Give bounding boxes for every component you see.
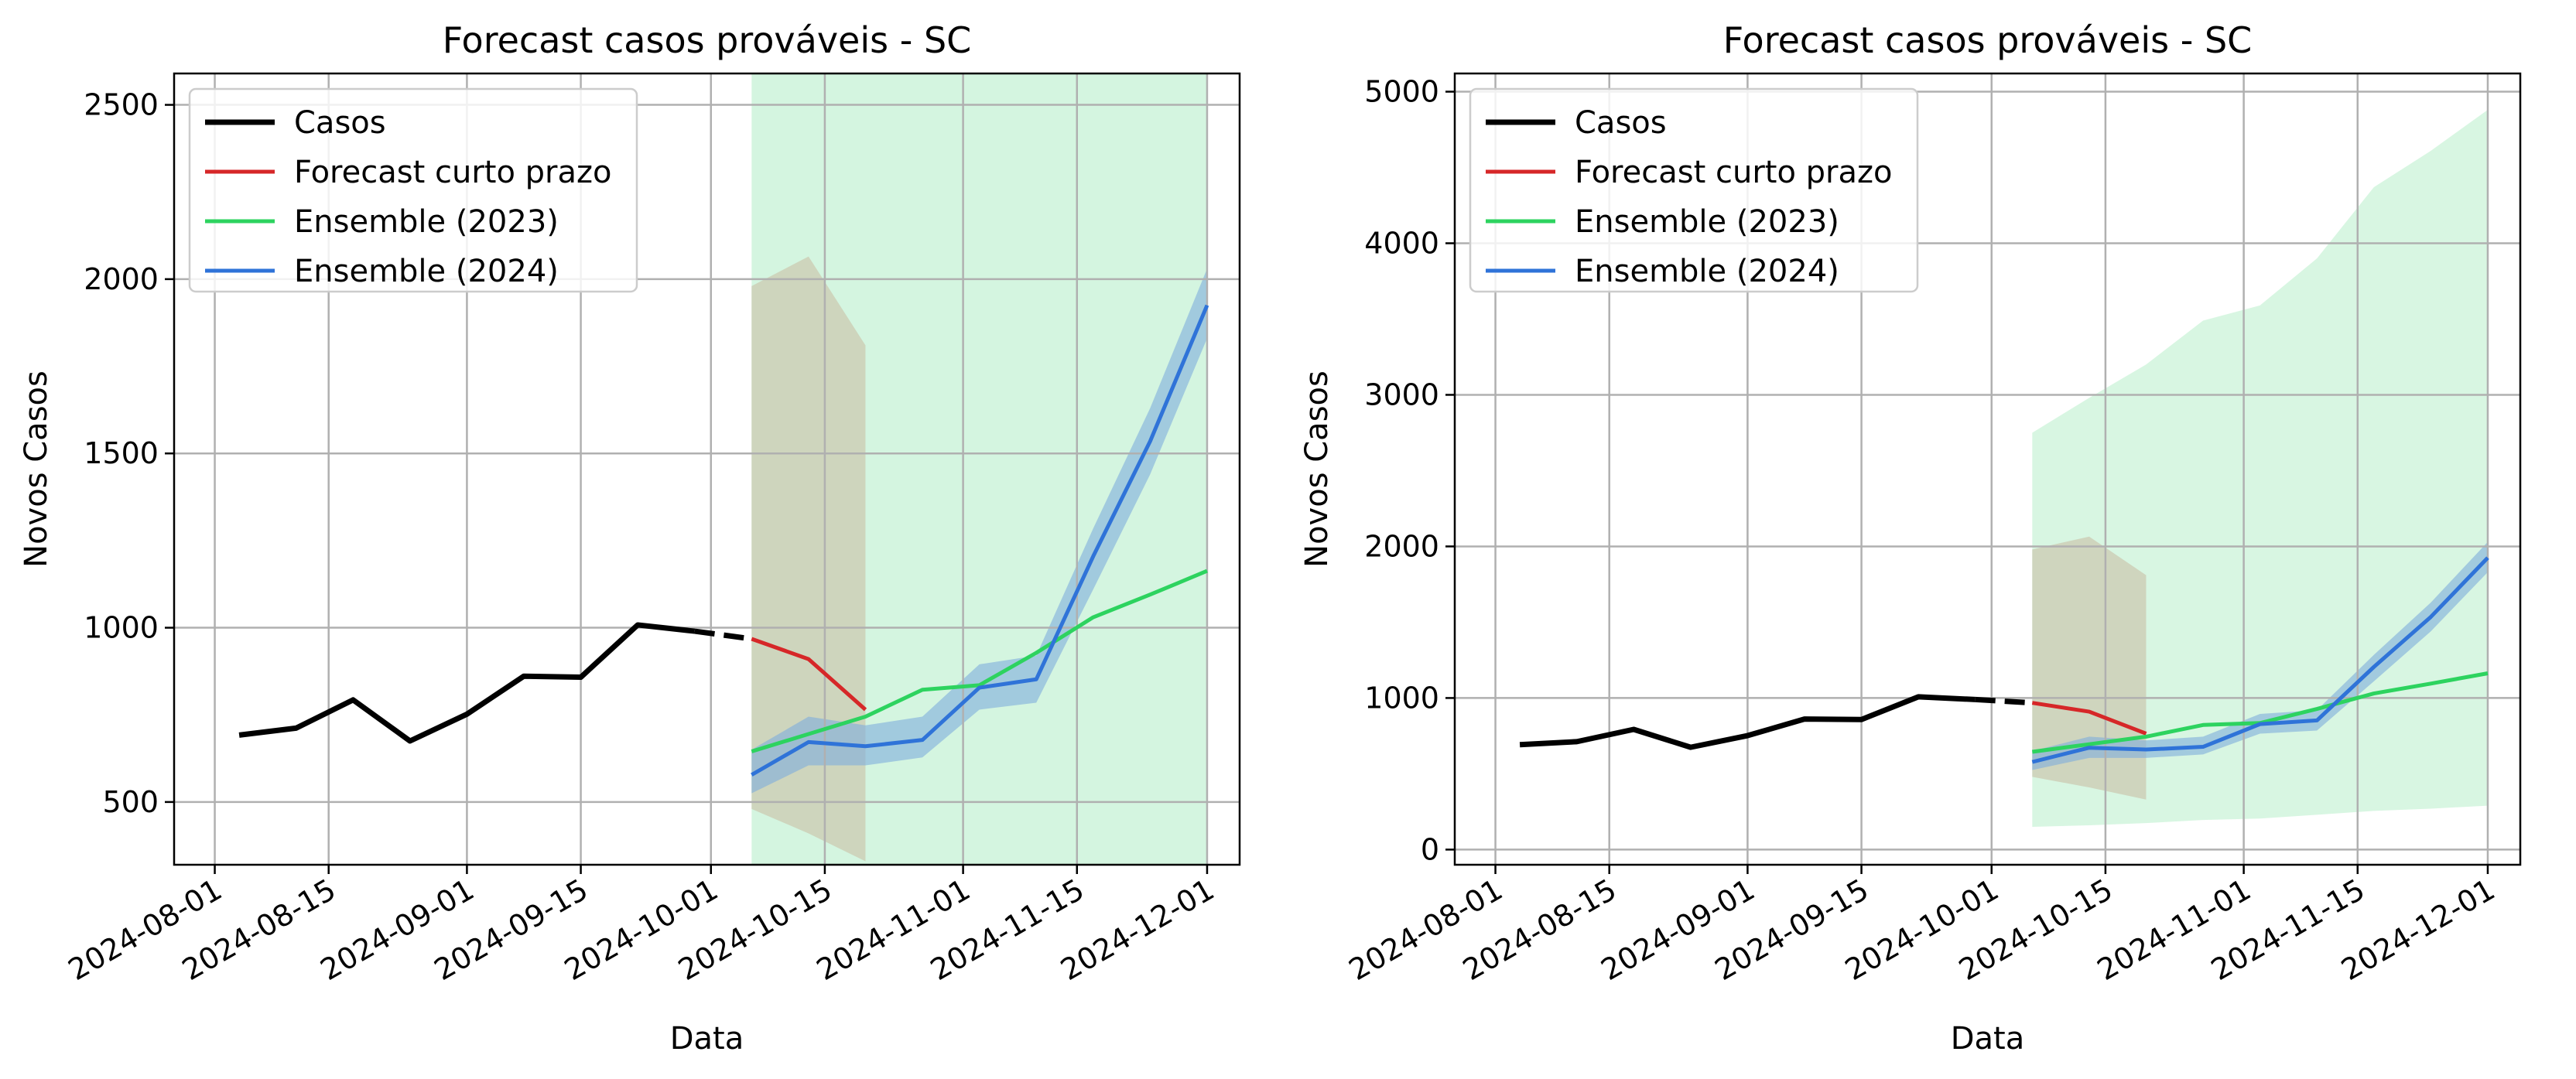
x-axis-label: Data — [670, 1021, 744, 1057]
x-axis-label: Data — [1951, 1021, 2025, 1057]
legend-label: Casos — [294, 105, 386, 141]
series-line-casos — [1519, 694, 1976, 750]
legend-label: Casos — [1575, 105, 1667, 141]
y-tick-label: 0 — [1421, 832, 1439, 866]
series-line-forecast-curto-prazo — [2031, 701, 2147, 736]
band-forecast-curto-prazo — [2032, 536, 2147, 800]
legend: Casos Forecast curto prazo Ensemble (2023)… — [188, 87, 638, 293]
series-line-casos — [238, 622, 696, 744]
legend-label: Forecast curto prazo — [1575, 155, 1892, 190]
series-line-casos-dashed — [694, 628, 752, 642]
plot-area — [174, 73, 1240, 865]
y-tick-label: 3000 — [1364, 377, 1439, 411]
legend-label: Ensemble (2023) — [294, 204, 559, 240]
series-line-ensemble-2024- — [751, 304, 1209, 777]
y-tick-label: 500 — [102, 785, 159, 819]
legend-label: Ensemble (2023) — [1575, 204, 1839, 240]
axes-frame — [173, 72, 1241, 866]
y-axis-label: Novos Casos — [19, 370, 54, 568]
y-tick-label: 2000 — [1364, 529, 1439, 563]
chart-panel-1: 50010001500200025002024-08-012024-08-152… — [19, 19, 1241, 1057]
plot-area — [1455, 73, 2520, 865]
legend-box — [188, 87, 638, 293]
y-tick-label: 5000 — [1364, 75, 1439, 109]
y-tick-label: 1000 — [84, 611, 159, 645]
y-tick-label: 2500 — [84, 88, 159, 122]
legend-box — [1469, 87, 1919, 293]
series-line-ensemble-2024- — [2031, 556, 2489, 764]
chart-title: Forecast casos prováveis - SC — [1723, 19, 2253, 61]
y-tick-label: 4000 — [1364, 226, 1439, 260]
series-line-casos-dashed — [1975, 696, 2033, 706]
legend: Casos Forecast curto prazo Ensemble (2023)… — [1469, 87, 1919, 293]
legend-label: Ensemble (2024) — [1575, 254, 1839, 289]
chart-panel-2: 0100020003000400050002024-08-012024-08-1… — [1299, 19, 2522, 1057]
legend-label: Ensemble (2024) — [294, 254, 559, 289]
band-forecast-curto-prazo — [751, 256, 866, 862]
y-axis-label: Novos Casos — [1299, 370, 1335, 568]
series-line-ensemble-2023- — [751, 569, 1208, 753]
y-tick-label: 2000 — [84, 262, 159, 296]
y-tick-label: 1500 — [84, 436, 159, 470]
chart-title: Forecast casos prováveis - SC — [443, 19, 972, 61]
axes-frame — [1453, 72, 2522, 866]
y-tick-label: 1000 — [1364, 681, 1439, 715]
series-line-forecast-curto-prazo — [751, 637, 867, 712]
legend-label: Forecast curto prazo — [294, 155, 611, 190]
